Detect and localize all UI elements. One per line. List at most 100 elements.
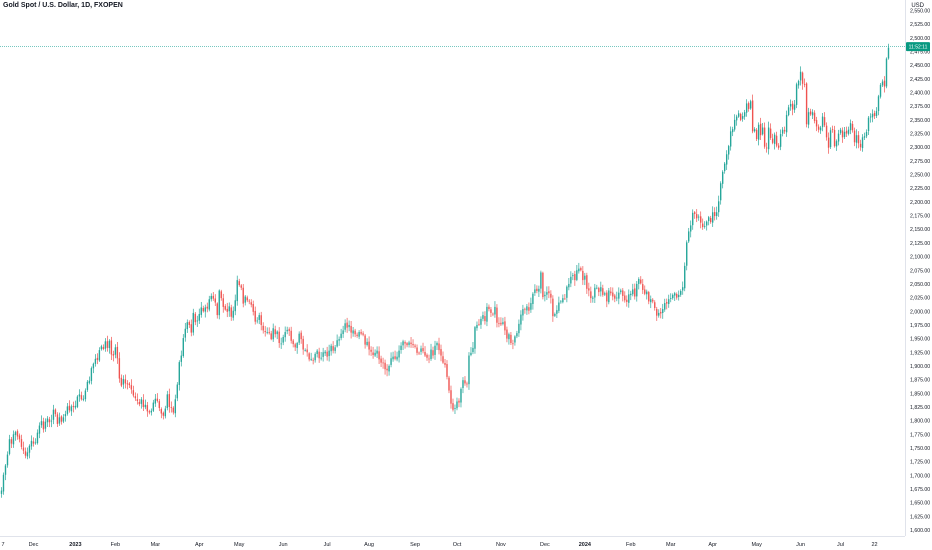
candle: [652, 298, 654, 304]
candle: [26, 447, 29, 460]
candle: [682, 281, 684, 295]
y-tick-label: 2,250.00: [910, 173, 930, 179]
candle: [851, 121, 854, 133]
y-tick-label: 1,775.00: [910, 432, 930, 438]
candle: [855, 129, 858, 149]
y-tick-label: 2,150.00: [910, 227, 930, 233]
candle: [314, 352, 316, 363]
candle: [799, 66, 802, 86]
candle: [70, 404, 73, 416]
candle: [346, 317, 348, 333]
candle: [538, 285, 540, 298]
candle: [829, 127, 832, 149]
candle: [342, 325, 344, 338]
candle: [710, 215, 712, 224]
candle: [668, 294, 670, 308]
candle: [196, 315, 198, 327]
candle: [598, 286, 600, 297]
candle: [763, 122, 766, 149]
candle: [552, 295, 554, 322]
candle: [124, 374, 127, 389]
x-tick-label: May: [751, 542, 762, 548]
y-tick-label: 2,425.00: [910, 77, 930, 83]
candle: [795, 82, 798, 109]
candle: [306, 344, 308, 357]
candle: [470, 347, 472, 357]
candle: [216, 302, 218, 319]
candle: [562, 294, 564, 304]
last-price-badge-text: 11:52:11: [909, 45, 928, 51]
candle: [596, 284, 598, 290]
chart-title: Gold Spot / U.S. Dollar, 1D, FXOPEN: [3, 2, 123, 9]
candle: [388, 364, 390, 376]
candle: [294, 342, 296, 352]
candle: [62, 414, 65, 424]
candle: [456, 397, 458, 411]
candle: [510, 332, 512, 346]
candle: [332, 341, 334, 354]
candle: [362, 331, 364, 337]
x-tick-label: 7: [2, 542, 5, 548]
candle: [176, 382, 179, 402]
candle: [484, 311, 486, 325]
x-tick-label: May: [234, 542, 245, 548]
candle: [606, 290, 608, 308]
candle: [140, 397, 143, 409]
y-tick-label: 1,975.00: [910, 323, 930, 329]
candle: [556, 305, 558, 319]
candle: [50, 414, 53, 428]
candle: [797, 79, 800, 89]
candle: [16, 429, 19, 440]
candle: [396, 351, 398, 362]
candle: [843, 126, 846, 140]
candle: [586, 272, 588, 294]
candle: [238, 278, 240, 287]
candle: [188, 320, 190, 328]
candle: [656, 306, 658, 321]
candle: [612, 287, 614, 301]
candle: [4, 463, 7, 481]
candle: [727, 144, 730, 160]
candle: [160, 407, 163, 419]
candle: [636, 281, 638, 302]
candle: [64, 410, 67, 422]
candle: [708, 215, 710, 226]
candle: [759, 117, 762, 140]
candle: [700, 211, 702, 229]
y-tick-label: 2,000.00: [910, 309, 930, 315]
y-tick-label: 2,350.00: [910, 118, 930, 124]
candle: [336, 334, 338, 348]
candle: [530, 297, 532, 313]
candle: [340, 328, 342, 341]
candle: [428, 354, 430, 364]
candle: [404, 340, 406, 349]
candle: [6, 451, 9, 468]
candle: [304, 348, 306, 352]
x-tick-label: Feb: [111, 542, 120, 548]
candle: [220, 289, 222, 301]
candle: [222, 293, 224, 313]
candle: [811, 109, 814, 119]
candle: [879, 82, 882, 99]
candle: [360, 329, 362, 336]
candle: [680, 289, 682, 297]
candle: [236, 275, 238, 306]
y-tick-label: 2,275.00: [910, 159, 930, 165]
candle: [166, 390, 169, 411]
candle: [731, 126, 734, 137]
candle: [869, 113, 872, 123]
candle: [206, 302, 208, 313]
candle: [719, 181, 722, 205]
candle: [322, 347, 324, 362]
candle: [108, 339, 111, 354]
candle: [244, 294, 246, 306]
candle: [214, 294, 216, 307]
candle: [424, 346, 426, 358]
candle: [8, 434, 11, 456]
candle: [769, 123, 772, 140]
candle: [809, 108, 812, 116]
candle: [534, 284, 536, 296]
candle: [873, 110, 876, 119]
candle: [30, 435, 33, 450]
